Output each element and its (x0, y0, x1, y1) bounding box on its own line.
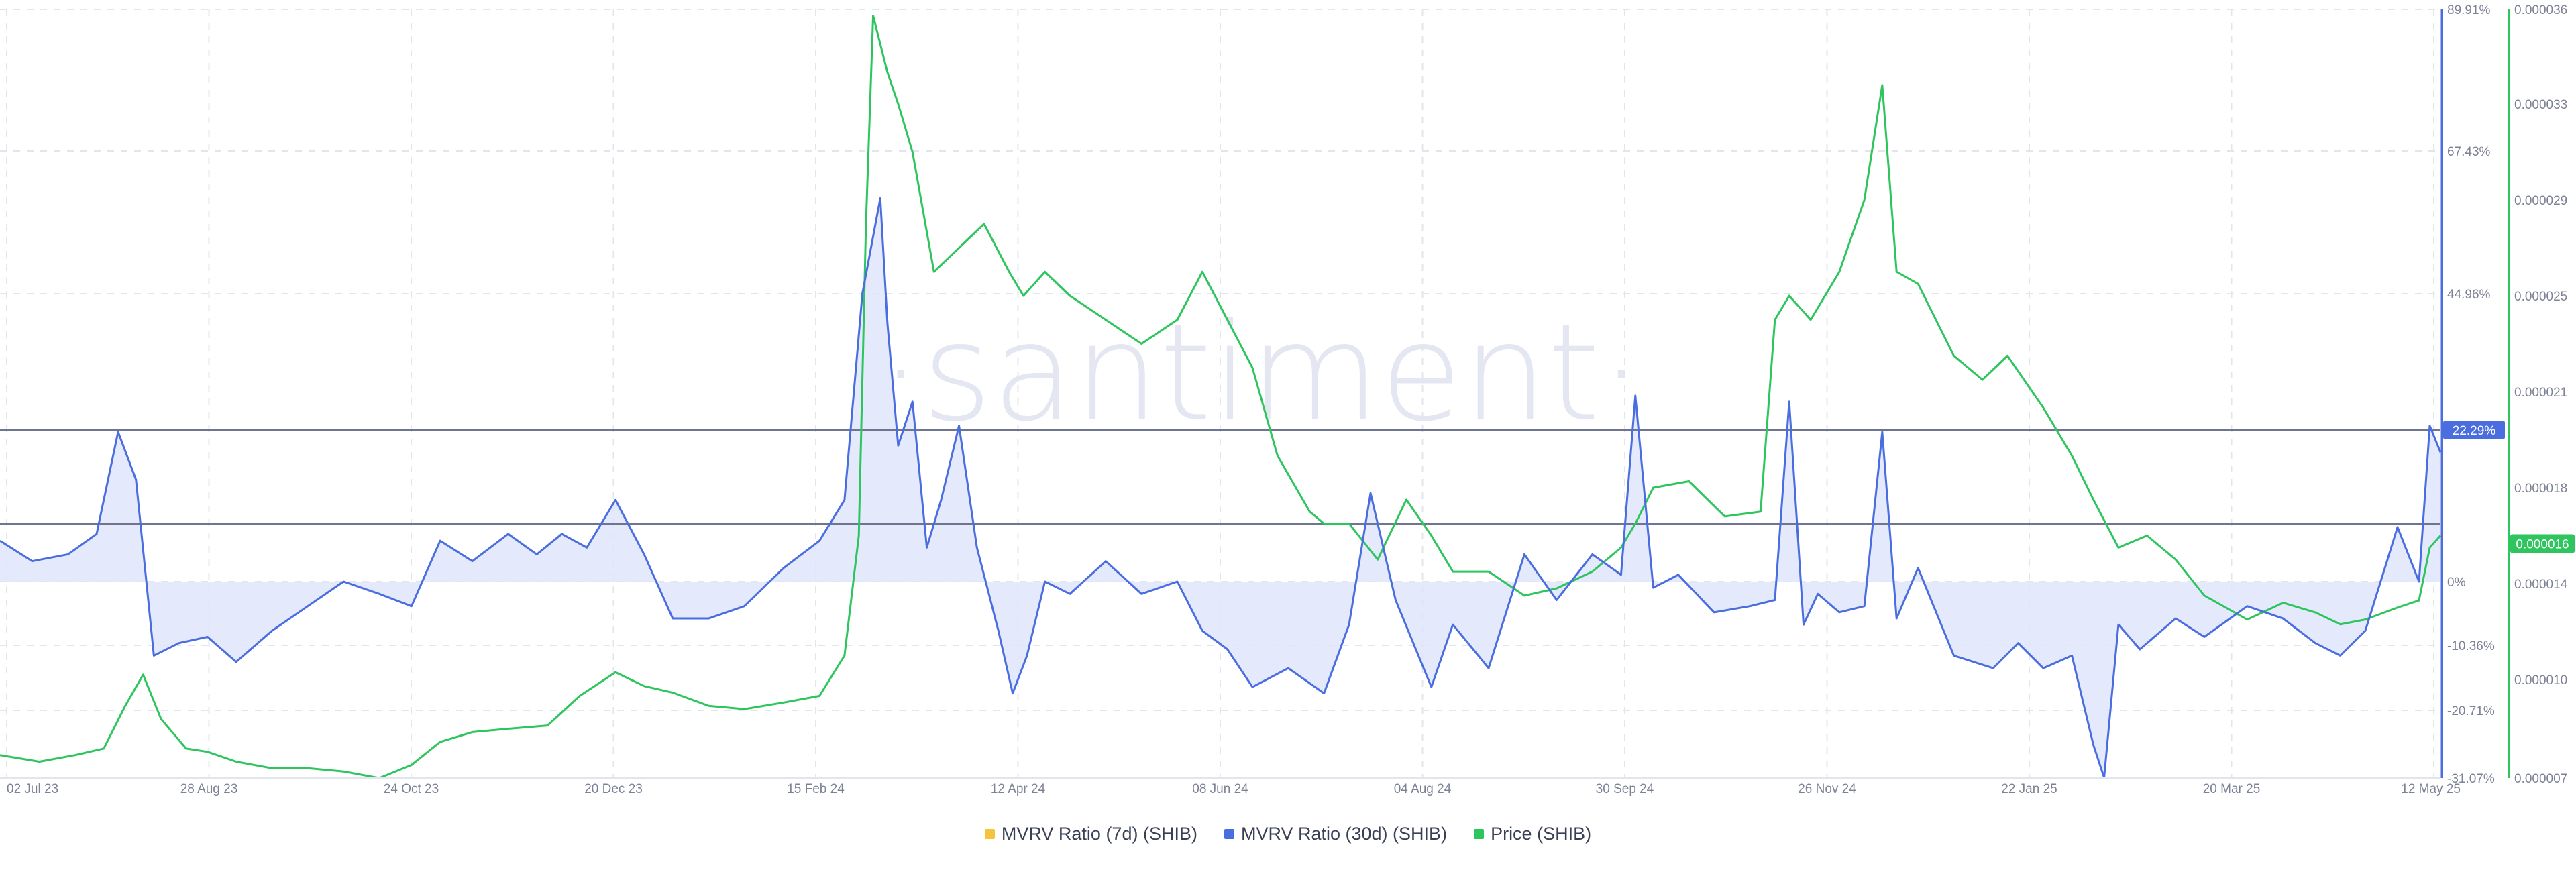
y-left-tick-label: -31.07% (2447, 772, 2495, 786)
x-tick-label: 30 Sep 24 (1596, 782, 1654, 796)
y-left-tick-label: 89.91% (2447, 3, 2491, 17)
x-tick-label: 12 Apr 24 (991, 782, 1046, 796)
x-tick-label: 20 Dec 23 (584, 782, 643, 796)
legend-item[interactable]: MVRV Ratio (30d) (SHIB) (1224, 824, 1447, 844)
legend-swatch (984, 829, 995, 839)
y-right-tick-label: 0.000018 (2514, 482, 2567, 496)
mvrv-area (0, 198, 2440, 778)
y-left-tick-label: 67.43% (2447, 145, 2491, 159)
price-series-line[interactable] (0, 14, 2442, 779)
legend-swatch (1224, 829, 1234, 839)
x-tick-label: 02 Jul 23 (7, 782, 58, 796)
y-left-tick-label: -10.36% (2447, 639, 2495, 653)
price-current-badge-text: 0.000016 (2516, 538, 2569, 552)
y-right-tick-label: 0.000036 (2514, 3, 2567, 17)
y-left-tick-label: 0% (2447, 576, 2466, 590)
legend: MVRV Ratio (7d) (SHIB) MVRV Ratio (30d) (… (0, 824, 2576, 844)
y-right-tick-label: 0.000025 (2514, 290, 2567, 304)
axes: 89.91% 67.43% 44.96% 22.29% 0% -10.36% -20.71%… (0, 3, 2568, 796)
legend-swatch (1474, 829, 1485, 839)
x-tick-label: 08 Jun 24 (1192, 782, 1248, 796)
value-badges: 22.29% 0.000016 (2443, 421, 2575, 553)
legend-label: Price (SHIB) (1491, 824, 1592, 844)
mvrv-current-badge (2443, 421, 2505, 439)
y-right-tick-label: 0.000029 (2514, 194, 2567, 208)
x-tick-label: 24 Oct 23 (384, 782, 439, 796)
x-tick-label: 04 Aug 24 (1394, 782, 1452, 796)
legend-label: MVRV Ratio (30d) (SHIB) (1240, 824, 1448, 844)
y-right-tick-label: 0.000014 (2514, 578, 2568, 592)
y-left-tick-label: 44.96% (2447, 288, 2491, 302)
y-right-tick-label: 0.000033 (2514, 98, 2567, 112)
reference-lines (0, 429, 2440, 525)
mvrv-area-fill (0, 198, 2440, 778)
x-tick-label: 22 Jan 25 (2001, 782, 2057, 796)
y-right-tick-label: 0.000010 (2514, 673, 2567, 688)
x-tick-label: 28 Aug 23 (180, 782, 238, 796)
y-left-tick-label: -20.71% (2447, 704, 2495, 718)
series-lines (0, 14, 2442, 779)
x-tick-label: 26 Nov 24 (1798, 782, 1856, 796)
y-right-tick-label: 0.000007 (2514, 772, 2567, 786)
legend-item[interactable]: Price (SHIB) (1474, 824, 1591, 844)
mvrv-current-badge-text: 22.29% (2453, 424, 2496, 438)
x-tick-label: 15 Feb 24 (787, 782, 845, 796)
price-current-badge (2510, 534, 2575, 553)
y-right-tick-label: 0.000021 (2514, 386, 2567, 400)
santiment-watermark: ·santiment· (879, 295, 1643, 451)
legend-label: MVRV Ratio (7d) (SHIB) (1001, 824, 1197, 844)
x-tick-label: 20 Mar 25 (2203, 782, 2261, 796)
legend-item[interactable]: MVRV Ratio (7d) (SHIB) (984, 824, 1197, 844)
x-tick-label: 12 May 25 (2401, 782, 2461, 796)
mvrv30d-series-line[interactable] (0, 197, 2442, 779)
